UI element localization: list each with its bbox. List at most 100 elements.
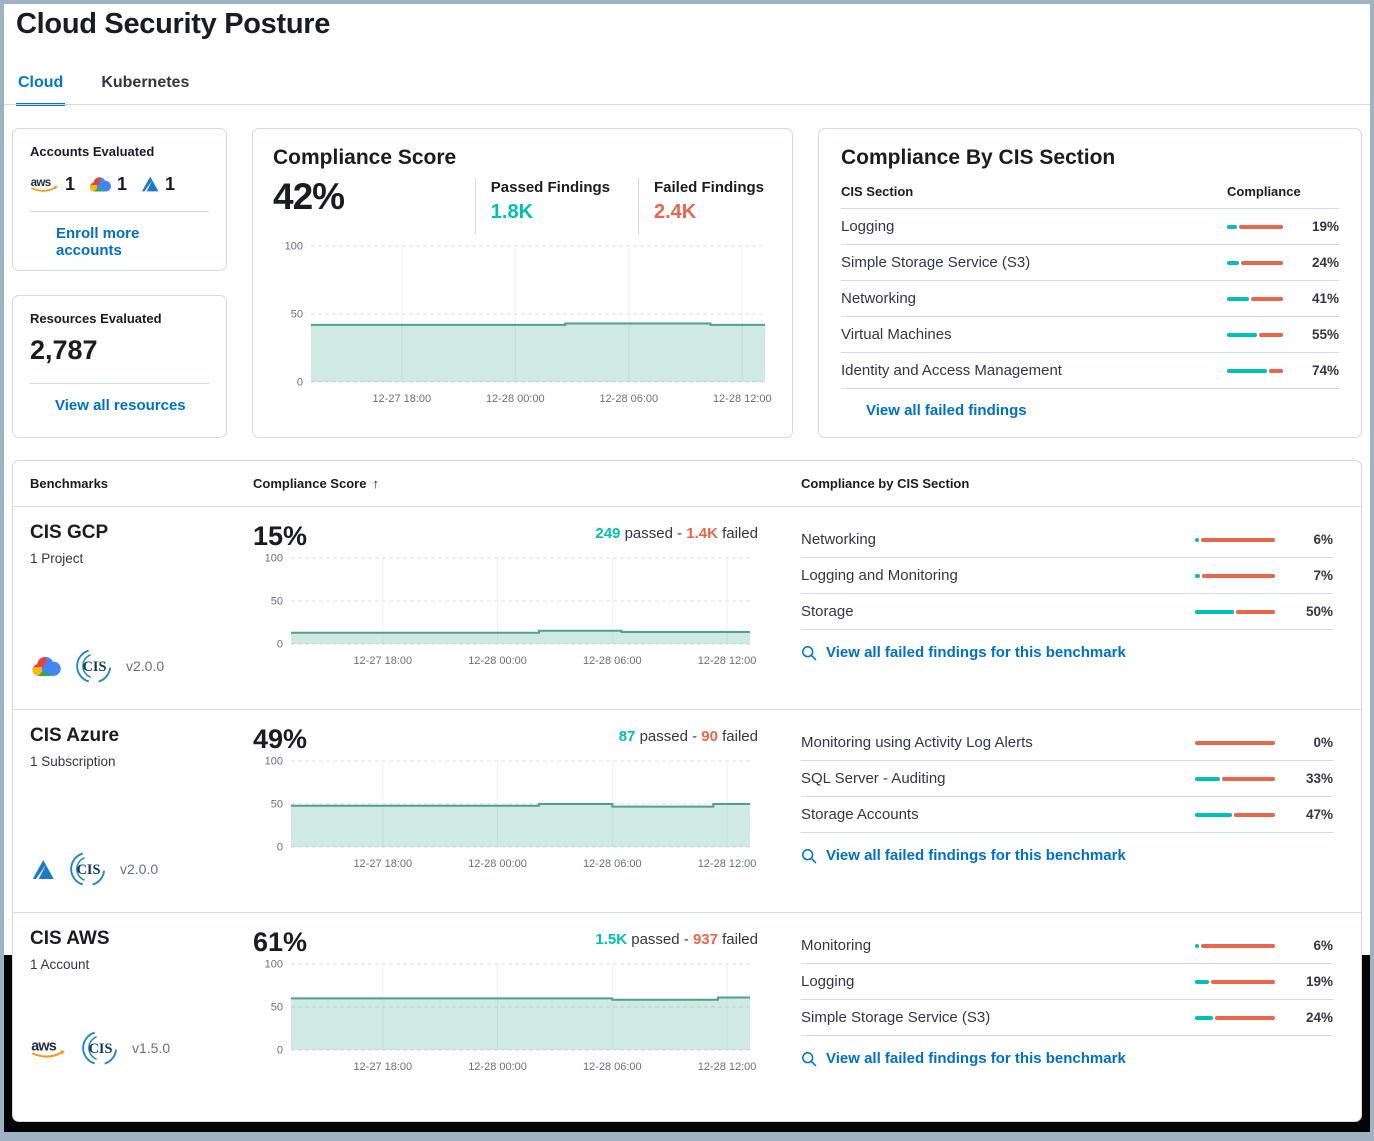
compliance-bar-failed	[1241, 260, 1283, 265]
cis-section-name: Networking	[841, 290, 917, 307]
benchmark-section-compliance: 0%	[1195, 735, 1333, 750]
tab-cloud[interactable]: Cloud	[16, 68, 66, 106]
benchmarks-panel: Benchmarks Compliance Score ↑ Compliance …	[12, 460, 1362, 1122]
compliance-by-cis-section-column-header: Compliance by CIS Section	[801, 476, 970, 491]
enroll-more-accounts-link[interactable]: Enroll more accounts	[30, 225, 209, 259]
benchmark-score-line: 61% 1.5K passed - 937 failed	[253, 927, 758, 957]
cis-section-name: Virtual Machines	[841, 326, 952, 343]
benchmark-section-row: Monitoring using Activity Log Alerts 0%	[801, 725, 1333, 761]
benchmark-section-percent: 19%	[1305, 974, 1333, 989]
findings-stat-label: Passed Findings	[490, 179, 610, 196]
cis-section-name: Logging	[841, 218, 895, 235]
view-all-failed-findings-link[interactable]: View all failed findings	[841, 402, 1027, 419]
benchmark-section-row: Simple Storage Service (S3) 24%	[801, 1000, 1333, 1036]
compliance-score-column-header[interactable]: Compliance Score ↑	[245, 476, 801, 491]
account-provider-gcp: 1	[88, 174, 127, 195]
svg-text:12-28 06:00: 12-28 06:00	[599, 393, 658, 405]
compliance-bar	[1227, 296, 1283, 301]
benchmark-sections-cell: Networking 6% Logging and Monitoring 7% Stor…	[801, 522, 1361, 699]
svg-text:12-27 18:00: 12-27 18:00	[353, 655, 412, 667]
benchmark-passed-count: 249	[595, 525, 621, 542]
benchmark-passed-failed: 87 passed - 90 failed	[618, 728, 758, 745]
benchmark-name: CIS GCP	[30, 522, 109, 543]
cis-table-header: CIS Section Compliance	[841, 184, 1339, 208]
benchmark-row-aws: CIS AWS 1 Account aws CIS v1.5.0 61% 1.5K pass…	[13, 913, 1361, 1091]
view-failed-findings-benchmark-label: View all failed findings for this benchm…	[826, 1050, 1126, 1067]
svg-text:CIS: CIS	[77, 862, 101, 878]
svg-text:0: 0	[277, 639, 283, 651]
cis-logo-icon: CIS	[69, 850, 107, 888]
benchmarks-column-header: Benchmarks	[30, 476, 109, 491]
account-count-aws: 1	[65, 173, 76, 194]
svg-text:12-28 06:00: 12-28 06:00	[583, 1061, 642, 1073]
compliance-bar-passed	[1195, 812, 1232, 817]
resources-evaluated-card: Resources Evaluated 2,787 View all resou…	[12, 295, 227, 438]
account-provider-counts: aws 1 1 1	[30, 171, 209, 197]
cis-section-row: Virtual Machines 55%	[841, 316, 1339, 352]
benchmark-section-name: Storage Accounts	[801, 806, 919, 823]
compliance-by-cis-section-title: Compliance By CIS Section	[841, 146, 1116, 169]
search-icon	[30, 398, 46, 414]
accounts-evaluated-card: Accounts Evaluated aws 1 1 1 Enroll more ac…	[12, 128, 227, 271]
compliance-bar-passed	[1195, 943, 1199, 948]
benchmark-section-row: Storage Accounts 47%	[801, 797, 1333, 833]
benchmark-section-name: Simple Storage Service (S3)	[801, 1009, 991, 1026]
benchmark-info: CIS Azure 1 Subscription CIS v2.0.0	[13, 725, 245, 902]
view-failed-findings-benchmark-link[interactable]: View all failed findings for this benchm…	[801, 1050, 1126, 1067]
benchmark-version: v1.5.0	[132, 1040, 171, 1057]
view-all-resources-link[interactable]: View all resources	[30, 397, 186, 414]
search-icon	[801, 848, 817, 864]
benchmark-score-value: 49%	[253, 724, 308, 754]
findings-stats: Passed Findings 1.8K Failed Findings 2.4K	[447, 178, 772, 234]
overall-compliance-trend-chart: 0 50 100 12-27 18:00 12-28 00:00 12-28 06:00 1…	[285, 241, 772, 406]
compliance-score-card: Compliance Score 42% Passed Findings 1.8K…	[252, 128, 793, 438]
svg-text:50: 50	[271, 1002, 283, 1014]
compliance-column-header: Compliance	[1227, 184, 1301, 199]
benchmark-score-cell: 49% 87 passed - 90 failed 0 50 100 12-27 18:0…	[245, 725, 801, 902]
compliance-bar	[1227, 260, 1283, 265]
benchmark-score-line: 15% 249 passed - 1.4K failed	[253, 522, 758, 551]
cis-section-row: Logging 19%	[841, 208, 1339, 244]
svg-text:aws: aws	[31, 1039, 56, 1055]
benchmark-section-compliance: 50%	[1195, 604, 1333, 619]
compliance-bar-failed	[1269, 368, 1283, 373]
benchmark-score-value: 61%	[253, 927, 308, 957]
cis-section-compliance: 19%	[1227, 219, 1339, 234]
benchmark-meta: CIS v2.0.0	[30, 850, 245, 902]
tab-kubernetes[interactable]: Kubernetes	[101, 74, 190, 91]
compliance-bar-passed	[1227, 332, 1257, 337]
compliance-bar	[1195, 1015, 1275, 1020]
svg-text:100: 100	[285, 241, 303, 253]
compliance-bar	[1227, 368, 1283, 373]
compliance-bar	[1227, 224, 1283, 229]
benchmark-section-compliance: 24%	[1195, 1010, 1333, 1025]
search-icon	[801, 1051, 817, 1067]
benchmark-section-row: Logging and Monitoring 7%	[801, 558, 1333, 594]
view-failed-findings-benchmark-link[interactable]: View all failed findings for this benchm…	[801, 847, 1126, 864]
benchmarks-table-header: Benchmarks Compliance Score ↑ Compliance …	[13, 461, 1361, 507]
compliance-bar-failed	[1195, 740, 1275, 745]
compliance-bar-passed	[1227, 296, 1249, 301]
cis-section-percent: 19%	[1311, 219, 1339, 234]
view-failed-findings-benchmark-link[interactable]: View all failed findings for this benchm…	[801, 644, 1126, 661]
cis-section-percent: 74%	[1311, 363, 1339, 378]
compliance-bar	[1195, 609, 1275, 614]
benchmark-section-percent: 50%	[1305, 604, 1333, 619]
cis-section-compliance: 55%	[1227, 327, 1339, 342]
benchmark-section-compliance: 47%	[1195, 807, 1333, 822]
arrow-up-icon: ↑	[372, 476, 379, 491]
svg-text:12-28 06:00: 12-28 06:00	[583, 655, 642, 667]
cis-section-rows: Logging 19% Simple Storage Service (S3) 24%…	[841, 208, 1339, 389]
findings-stat-0: Passed Findings 1.8K	[474, 178, 610, 234]
cis-section-compliance: 74%	[1227, 363, 1339, 378]
view-failed-findings-benchmark-label: View all failed findings for this benchm…	[826, 847, 1126, 864]
compliance-bar-passed	[1227, 368, 1267, 373]
svg-text:50: 50	[291, 309, 303, 321]
benchmark-passed-count: 87	[618, 728, 636, 745]
compliance-score-title: Compliance Score	[273, 146, 457, 169]
benchmark-section-compliance: 33%	[1195, 771, 1333, 786]
cis-section-name: Identity and Access Management	[841, 362, 1062, 379]
compliance-bar	[1195, 943, 1275, 948]
benchmark-sections-cell: Monitoring 6% Logging 19% Simple Storage Ser…	[801, 928, 1361, 1081]
svg-text:12-27 18:00: 12-27 18:00	[353, 858, 412, 870]
